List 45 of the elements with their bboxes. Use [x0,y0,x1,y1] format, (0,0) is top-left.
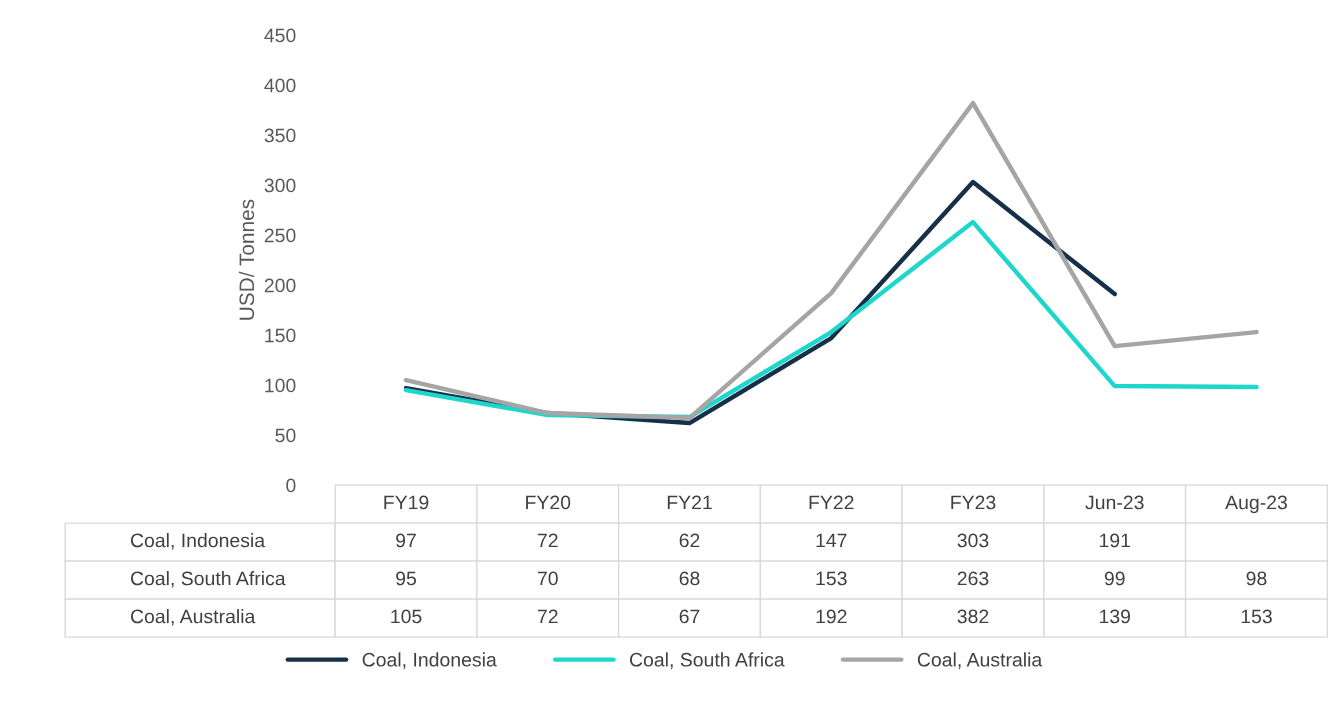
data-label: 153 [1241,609,1272,624]
x-tick-label: FY19 [384,495,429,510]
text: Coal, South Africa [130,571,286,588]
data-label: 70 [537,571,558,586]
data-label: 263 [957,571,989,586]
data-label: 191 [1099,533,1130,548]
x-tick-label: FY20 [526,495,571,510]
y-tick-label: 350 [264,128,296,143]
x-tick-label: Jun-23 [1085,495,1144,510]
y-tick-label: 100 [265,378,296,393]
data-label: 95 [396,571,417,586]
y-tick-label: 400 [264,78,296,93]
data-label: 303 [957,533,989,548]
data-label: 105 [391,609,422,624]
x-tick-label: FY22 [809,495,854,510]
y-tick-label: 200 [264,278,296,293]
x-tick-label: FY23 [951,495,996,510]
x-tick-label: FY21 [667,495,712,510]
text: Coal, Australia [130,609,256,626]
y-tick-label: 50 [275,428,296,443]
legend-label: Coal, Indonesia [362,652,497,669]
data-label: 153 [816,571,847,586]
data-label: 192 [816,609,847,624]
y-tick-label: 450 [264,28,296,43]
data-label: 98 [1246,571,1267,586]
y-axis-title: USD/ Tonnes [238,199,255,320]
x-tick-label: Aug-23 [1225,495,1287,514]
y-tick-label: 250 [264,228,296,243]
data-label: 139 [1099,609,1131,624]
y-tick-label: 150 [265,328,296,343]
data-label: 147 [816,533,847,548]
data-label: 97 [396,533,416,548]
data-label: 68 [679,571,700,586]
data-label: 382 [957,609,989,624]
data-label: 62 [679,533,700,548]
legend-label: Coal, Australia [917,652,1043,669]
text: Coal, Indonesia [130,533,266,550]
data-label: 99 [1104,571,1125,586]
data-label: 67 [679,609,700,624]
data-label: 72 [537,609,558,624]
data-label: 72 [537,533,558,548]
line-series [403,100,1259,421]
y-tick-label: 0 [286,478,296,493]
legend-label: Coal, South Africa [629,652,785,669]
y-tick-label: 300 [264,178,296,193]
